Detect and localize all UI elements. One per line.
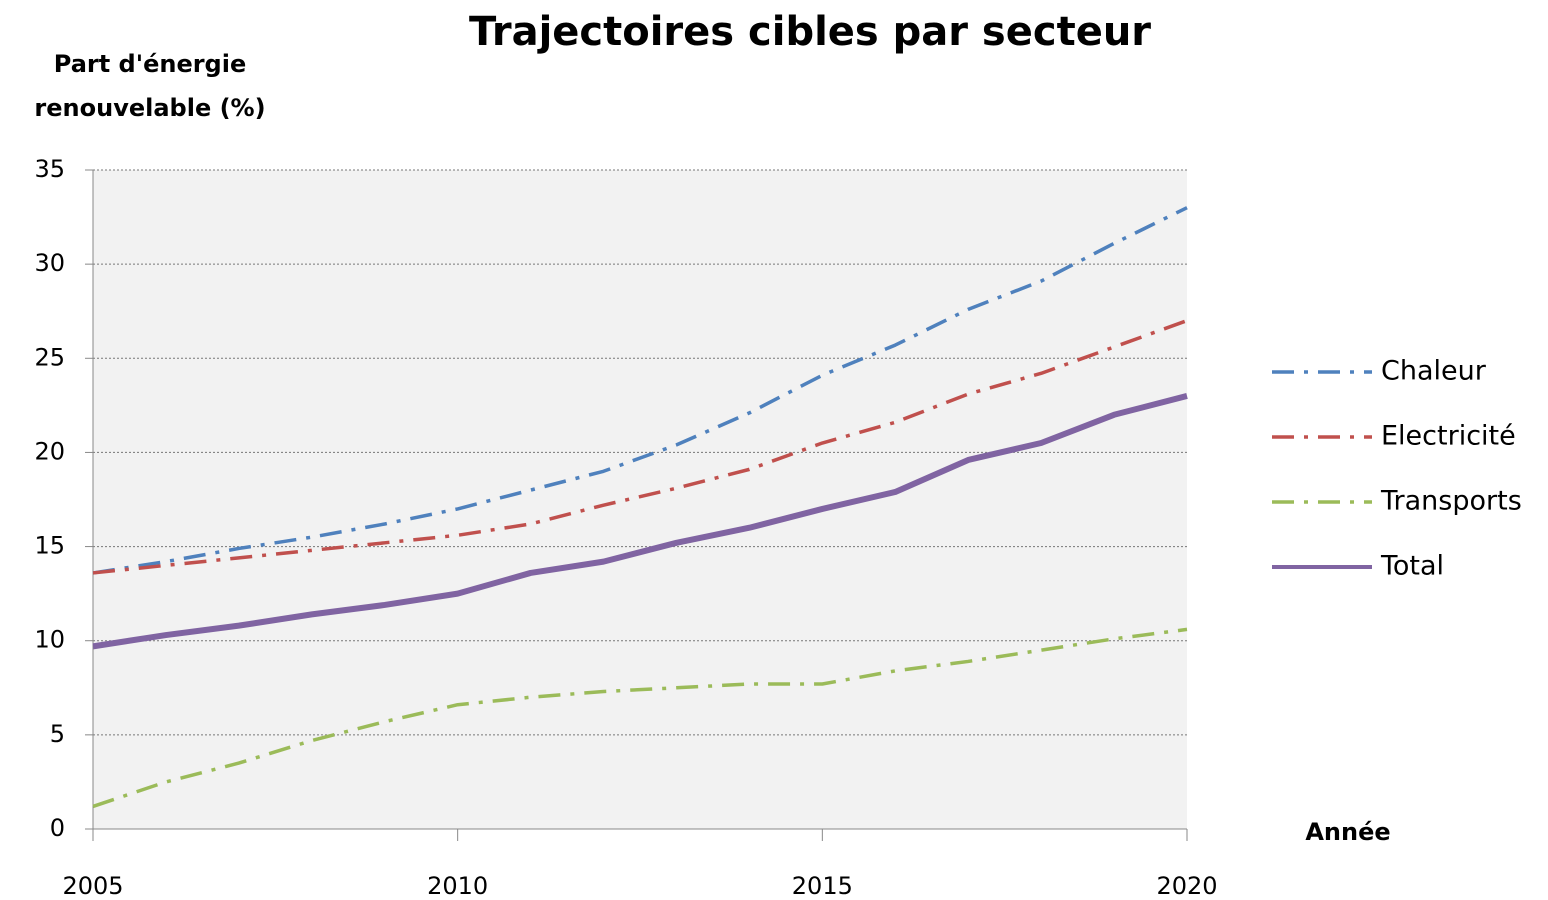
y-tick-label: 20 [34,437,65,465]
x-tick-label: 2005 [62,872,123,900]
x-tick-label: 2015 [792,872,853,900]
legend-label: Transports [1380,486,1522,517]
y-tick-label: 25 [34,343,65,371]
legend-label: Total [1380,551,1444,582]
x-tick-label: 2020 [1156,872,1217,900]
series-line [92,318,1188,575]
series-line [92,627,1188,809]
series-line [92,206,1188,575]
y-tick-label: 15 [34,532,65,560]
legend-label: Chaleur [1381,356,1487,387]
y-tick-label: 35 [34,155,65,183]
x-axis-label: Année [1305,818,1390,846]
plot-area [93,170,1187,829]
legend-label: Electricité [1381,421,1516,452]
y-axis-label: Part d'énergie renouvelable (%) [34,50,266,122]
x-tick-label: 2010 [427,872,488,900]
y-tick-label: 30 [34,249,65,277]
chart-title: Trajectoires cibles par secteur [469,9,1151,55]
y-tick-label: 10 [34,626,65,654]
y-tick-label: 5 [50,720,65,748]
y-tick-label: 0 [50,814,65,842]
series-line [92,393,1188,650]
